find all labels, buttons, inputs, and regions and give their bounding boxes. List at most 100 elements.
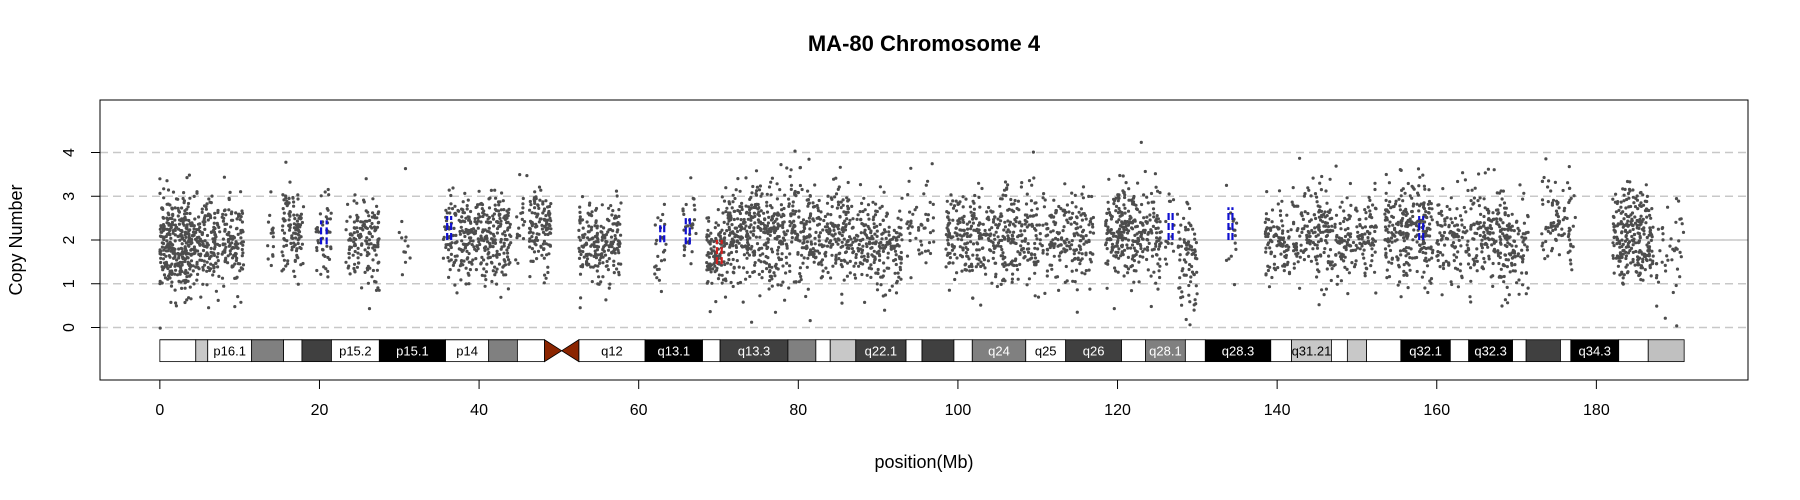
data-point: [1406, 181, 1410, 186]
data-point: [739, 228, 743, 232]
data-point: [1521, 260, 1525, 264]
data-point: [1482, 197, 1486, 201]
data-point: [352, 199, 356, 203]
data-point: [301, 205, 306, 209]
data-point: [1449, 217, 1453, 221]
data-point: [758, 253, 762, 257]
data-point: [863, 300, 867, 304]
data-point: [1147, 241, 1151, 245]
data-point: [607, 245, 612, 249]
data-point: [753, 263, 757, 267]
data-point: [289, 241, 293, 245]
data-point: [826, 212, 830, 216]
data-point: [449, 244, 453, 248]
data-point: [1409, 247, 1413, 251]
data-point: [368, 218, 372, 223]
data-point: [1263, 220, 1267, 224]
data-point: [1384, 255, 1388, 259]
data-point: [544, 276, 548, 280]
data-point: [598, 258, 602, 262]
data-point: [1487, 209, 1491, 213]
data-point: [212, 247, 216, 251]
data-point: [1126, 267, 1131, 271]
data-point: [293, 274, 297, 279]
data-point: [457, 247, 461, 251]
data-point: [585, 257, 590, 261]
data-point: [1546, 200, 1550, 204]
data-point: [744, 224, 748, 228]
data-point: [1075, 310, 1079, 314]
data-point: [922, 192, 926, 196]
data-point: [201, 248, 206, 253]
data-point: [463, 246, 467, 250]
data-point: [1335, 235, 1339, 239]
data-point: [186, 256, 190, 260]
data-point: [752, 249, 757, 253]
data-point: [1363, 208, 1367, 212]
data-point: [754, 235, 759, 239]
data-point: [1231, 219, 1235, 223]
data-point: [917, 252, 922, 256]
data-point: [463, 191, 467, 195]
data-point: [1406, 261, 1410, 265]
data-point: [763, 217, 767, 221]
data-point: [955, 234, 959, 238]
data-point: [896, 271, 900, 275]
data-point: [1016, 199, 1021, 203]
data-point: [207, 197, 211, 201]
data-point: [473, 220, 477, 224]
data-point: [1333, 222, 1337, 226]
data-point: [1106, 200, 1110, 204]
data-point: [1512, 239, 1516, 243]
data-point: [1129, 246, 1133, 250]
data-point: [1032, 260, 1036, 264]
data-point: [1020, 224, 1024, 228]
data-point: [975, 253, 979, 257]
data-point: [235, 275, 239, 279]
data-point: [477, 240, 481, 244]
data-point: [493, 273, 497, 277]
data-point: [1119, 230, 1124, 234]
data-point: [288, 223, 292, 227]
data-point: [769, 180, 773, 184]
data-point: [782, 238, 787, 242]
data-point: [808, 220, 812, 224]
data-point: [750, 320, 754, 324]
data-point: [183, 259, 187, 264]
data-point: [1002, 228, 1006, 232]
data-point: [1645, 215, 1649, 219]
data-point: [1136, 238, 1141, 242]
data-point: [1428, 222, 1432, 226]
data-point: [1456, 179, 1460, 184]
data-point: [537, 185, 542, 189]
data-point: [745, 232, 750, 236]
data-point: [1388, 200, 1392, 204]
data-point: [537, 206, 541, 210]
data-point: [1404, 254, 1408, 258]
data-point: [349, 232, 353, 236]
data-point: [1011, 222, 1015, 226]
data-point: [579, 252, 583, 257]
data-point: [809, 240, 813, 244]
data-point: [180, 206, 184, 210]
data-point: [1024, 202, 1029, 206]
data-point: [458, 264, 462, 268]
data-point: [1177, 230, 1181, 234]
data-point: [1065, 279, 1069, 283]
data-point: [1272, 262, 1276, 266]
data-point: [467, 260, 471, 264]
data-point: [718, 234, 722, 238]
data-point: [1121, 174, 1125, 178]
data-point: [460, 239, 464, 243]
data-point: [528, 227, 532, 231]
data-point: [770, 277, 774, 281]
data-point: [875, 234, 879, 238]
data-point: [1051, 238, 1055, 242]
data-point: [782, 230, 786, 234]
data-point: [590, 237, 594, 241]
data-point: [1109, 250, 1113, 254]
data-point: [1368, 225, 1373, 229]
data-point: [327, 193, 331, 197]
data-point: [1324, 287, 1328, 291]
data-point: [603, 243, 607, 247]
